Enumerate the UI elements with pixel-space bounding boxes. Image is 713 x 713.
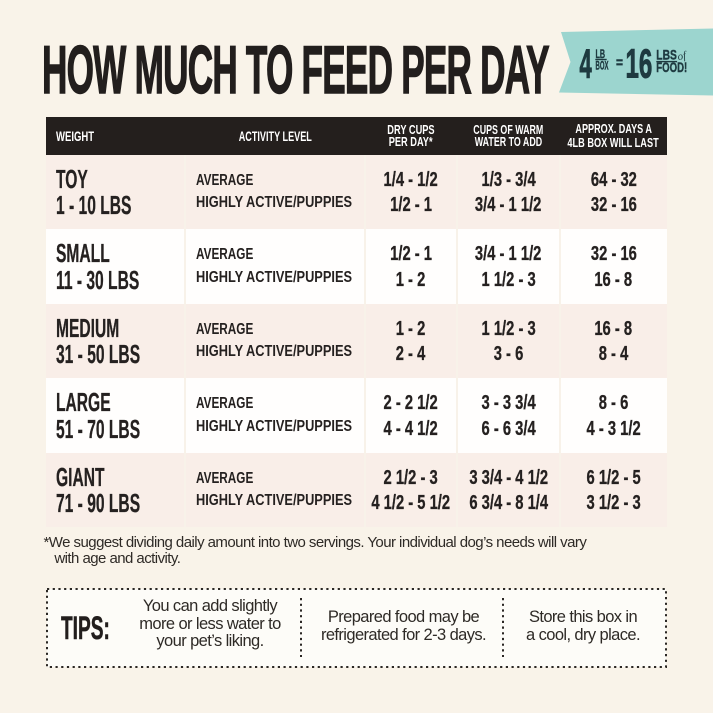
svg-text:BOX: BOX — [596, 59, 609, 73]
svg-text:=: = — [616, 54, 623, 71]
svg-text:16: 16 — [626, 41, 653, 87]
svg-text:4: 4 — [580, 41, 592, 87]
svg-text:LBS: LBS — [656, 47, 677, 62]
svg-text:FOOD!: FOOD! — [656, 60, 687, 75]
svg-text:LB: LB — [596, 47, 606, 61]
